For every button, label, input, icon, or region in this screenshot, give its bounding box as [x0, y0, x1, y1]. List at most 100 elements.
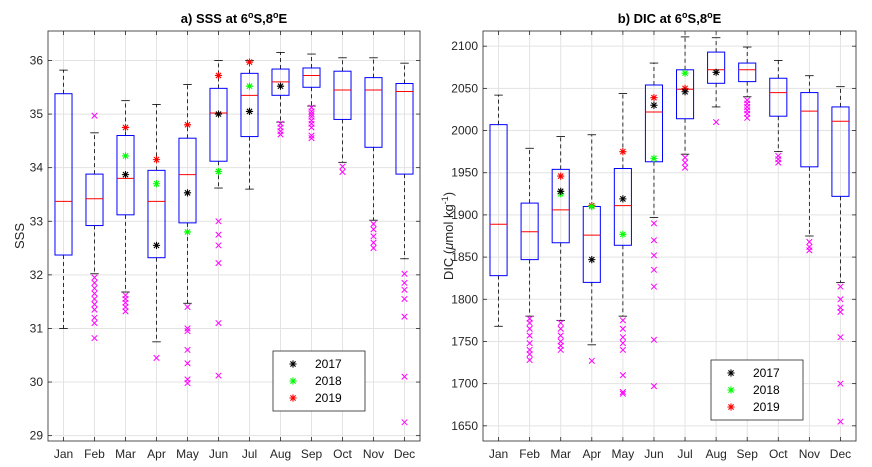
- x-tick-label: Dec: [830, 447, 851, 461]
- outlier-marker: [401, 295, 408, 303]
- title-text: E: [279, 11, 288, 26]
- marker-2018: [588, 202, 596, 211]
- outlier-marker: [339, 168, 346, 176]
- legend-marker-2018: [727, 386, 735, 394]
- axes-frame: [482, 30, 857, 442]
- y-tick-label: 34: [30, 161, 44, 175]
- title-text: E: [713, 11, 722, 26]
- box-may: [178, 84, 197, 387]
- marker-2018: [214, 167, 223, 176]
- outlier-marker: [308, 108, 315, 115]
- x-tick-label: Oct: [769, 447, 788, 461]
- outlier-marker: [91, 314, 98, 321]
- outlier-marker: [215, 372, 222, 379]
- x-tick-label: Sep: [737, 447, 759, 461]
- legend-marker-2017: [289, 360, 297, 368]
- x-tick-label: Sep: [301, 447, 323, 461]
- marker-2018: [121, 152, 130, 160]
- y-axis-label-text: ): [441, 192, 456, 196]
- outlier-marker: [526, 332, 533, 339]
- outlier-marker: [681, 159, 689, 166]
- marker-2018: [152, 180, 161, 188]
- y-tick-label: 2000: [451, 124, 478, 138]
- outlier-marker: [681, 154, 689, 161]
- marker-2017: [121, 171, 130, 179]
- x-tick-label: May: [176, 447, 199, 461]
- x-tick-label: Dec: [394, 447, 415, 461]
- iqr-box: [738, 62, 757, 83]
- outlier-marker: [619, 390, 627, 397]
- title-superscript: o: [682, 10, 688, 20]
- marker-2017: [650, 101, 658, 109]
- outlier-marker: [184, 379, 191, 387]
- outlier-marker: [650, 237, 658, 244]
- marker-2019: [245, 58, 254, 66]
- outlier-marker: [619, 346, 627, 354]
- marker-2019: [214, 71, 223, 80]
- iqr-box: [178, 137, 197, 224]
- outlier-marker: [650, 220, 658, 227]
- outlier-marker: [308, 135, 315, 142]
- chart-title: b) DIC at 6oS,8oE: [618, 10, 722, 26]
- marker-2019: [152, 156, 161, 164]
- outlier-marker: [401, 286, 408, 294]
- outlier-marker: [91, 306, 98, 313]
- legend-box: [272, 350, 366, 412]
- outlier-marker: [526, 319, 533, 327]
- iqr-box: [85, 173, 104, 227]
- x-tick-label: Jun: [209, 447, 228, 461]
- outlier-marker: [650, 383, 658, 390]
- outlier-marker: [650, 266, 658, 273]
- outlier-marker: [619, 388, 627, 396]
- legend-label: 2018: [753, 383, 780, 397]
- outlier-marker: [650, 336, 658, 343]
- outlier-marker: [401, 270, 408, 277]
- outlier-marker: [370, 239, 377, 246]
- outlier-marker: [401, 419, 408, 426]
- y-axis-label-text: mol kg: [441, 204, 456, 242]
- marker-2018: [245, 82, 254, 90]
- box-aug: [271, 52, 290, 138]
- outlier-marker: [91, 334, 98, 342]
- x-tick-label: Aug: [270, 447, 291, 461]
- panel-dic: 1650 1700 1750 1800 1850 1900 1950 2000 2050 2100…: [440, 10, 857, 461]
- legend-label: 2017: [753, 366, 780, 380]
- outlier-marker: [619, 325, 627, 332]
- box-sep: [302, 53, 321, 142]
- y-tick-label: 2050: [451, 81, 478, 95]
- x-tick-label: Jun: [644, 447, 663, 461]
- marker-2018: [650, 154, 658, 162]
- marker-2017: [183, 189, 192, 197]
- legend-label: 2017: [315, 357, 342, 371]
- outlier-marker: [619, 372, 627, 379]
- outlier-marker: [806, 238, 813, 246]
- marker-2017: [557, 187, 565, 195]
- iqr-box: [240, 72, 259, 138]
- outlier-marker: [277, 131, 284, 138]
- outlier-marker: [806, 247, 813, 254]
- x-tick-label: Mar: [550, 447, 571, 461]
- y-tick-label: 36: [30, 53, 44, 67]
- x-tick-label: May: [612, 447, 635, 461]
- y-tick-label: 35: [30, 107, 44, 121]
- box-oct: [333, 57, 352, 176]
- outlier-marker: [308, 132, 315, 139]
- outlier-marker: [557, 332, 564, 339]
- iqr-box: [831, 106, 850, 197]
- y-axis-label-text: SSS: [12, 223, 27, 249]
- iqr-box: [489, 124, 508, 277]
- y-tick-label: 33: [30, 214, 44, 228]
- legend: 2017 2018 2019: [710, 359, 804, 421]
- outlier-marker: [91, 319, 98, 327]
- title-superscript: o: [273, 10, 279, 20]
- x-tick-label: Jul: [677, 447, 692, 461]
- outlier-marker: [401, 279, 408, 287]
- legend-marker-2017: [727, 369, 735, 377]
- y-tick-label: 29: [30, 429, 44, 443]
- box-nov: [800, 75, 819, 254]
- outlier-marker: [122, 308, 129, 315]
- outlier-marker: [837, 380, 844, 387]
- outlier-marker: [153, 354, 160, 362]
- outlier-marker: [837, 334, 844, 341]
- title-superscript: o: [248, 10, 254, 20]
